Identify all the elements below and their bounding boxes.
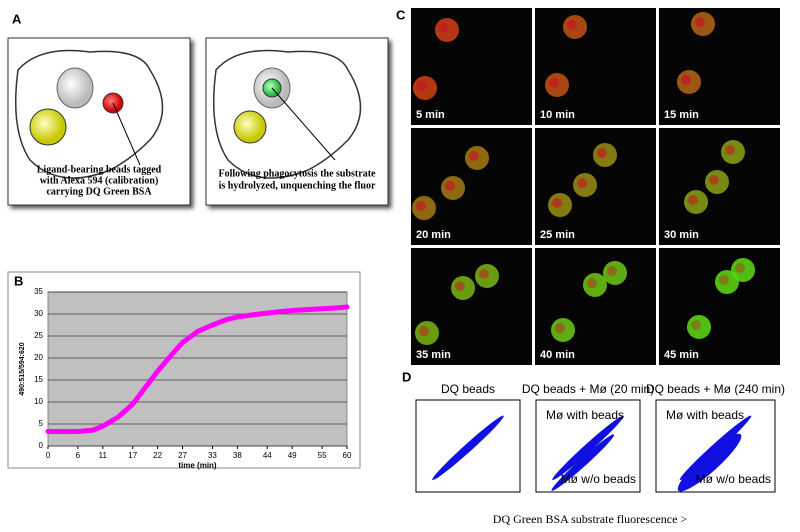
bead — [715, 270, 739, 294]
y-tick-label: 0 — [39, 441, 44, 450]
panel-label: D — [402, 369, 411, 384]
bead-spot — [549, 78, 559, 88]
scatter-title: DQ beads — [441, 382, 495, 396]
caption-line: is hydrolyzed, unquenching the fluor — [219, 180, 376, 191]
scatter-box — [415, 399, 521, 493]
bead-spot — [725, 145, 735, 155]
scatter-cloud — [677, 433, 742, 492]
bead-spot — [567, 20, 577, 30]
scatter-title: DQ beads + Mø (20 min) — [522, 382, 654, 396]
bead-spot — [695, 17, 705, 27]
x-tick-label: 49 — [288, 451, 297, 460]
bead-spot — [469, 151, 479, 161]
x-tick-label: 0 — [46, 451, 51, 460]
x-tick-label: 60 — [343, 451, 352, 460]
caption-line: Ligand-bearing beads tagged — [37, 164, 162, 175]
x-tick-label: 22 — [153, 451, 162, 460]
bead-spot — [552, 198, 562, 208]
bead-spot — [416, 201, 426, 211]
population-label: Mø with beads — [546, 408, 624, 422]
bead-spot — [607, 266, 617, 276]
bead-spot — [597, 148, 607, 158]
micrograph — [659, 248, 780, 365]
y-tick-label: 10 — [34, 397, 43, 406]
time-label: 10 min — [540, 109, 575, 121]
population-label: Mø w/o beads — [696, 472, 771, 486]
panel-label: B — [14, 273, 23, 288]
bead-spot — [555, 323, 565, 333]
x-tick-label: 38 — [233, 451, 242, 460]
y-tick-label: 30 — [34, 309, 43, 318]
bead-spot — [445, 181, 455, 191]
caption-line: with Alexa 594 (calibration) — [40, 175, 159, 186]
y-tick-label: 15 — [34, 375, 43, 384]
x-tick-label: 33 — [208, 451, 217, 460]
x-tick-label: 44 — [263, 451, 272, 460]
scatter-panels: DQ beads DQ beads + Mø (20 min) Mø with be… — [415, 382, 785, 493]
bead-spot — [479, 269, 489, 279]
bead-spot — [735, 263, 745, 273]
bead-spot — [681, 75, 691, 85]
bead-spot — [577, 178, 587, 188]
caption-line: Following phagocytosis the substrate — [219, 168, 377, 179]
x-tick-label: 11 — [99, 451, 108, 460]
scatter-cloud — [552, 415, 624, 481]
time-label: 40 min — [540, 349, 575, 361]
bead-spot — [417, 81, 427, 91]
time-label: 45 min — [664, 349, 699, 361]
x-tick-label: 6 — [76, 451, 81, 460]
caption-line: carrying DQ Green BSA — [46, 186, 152, 197]
time-label: 35 min — [416, 349, 451, 361]
time-label: 5 min — [416, 109, 445, 121]
x-tick-label: 27 — [178, 451, 187, 460]
axis-caption: DQ Green BSA substrate fluorescence > — [493, 512, 688, 526]
time-label: 15 min — [664, 109, 699, 121]
time-label: 20 min — [416, 229, 451, 241]
y-tick-label: 25 — [34, 331, 43, 340]
micrograph — [411, 248, 532, 365]
line-chart: 0 5 10 15 20 25 30 35 0 6 11 17 22 27 33 38 44 49 55 60 time… — [19, 287, 352, 470]
x-axis-label: time (min) — [178, 461, 217, 470]
micrograph — [659, 8, 780, 125]
bead — [583, 273, 607, 297]
bead — [687, 315, 711, 339]
data-line — [45, 304, 350, 434]
time-label: 30 min — [664, 229, 699, 241]
bead-spot — [587, 278, 597, 288]
bead-spot — [691, 320, 701, 330]
bead-spot — [709, 175, 719, 185]
population-label: Mø w/o beads — [561, 472, 636, 486]
micrograph — [411, 8, 532, 125]
micrograph — [411, 128, 532, 245]
diagram-box: Following phagocytosis the substrate is … — [205, 37, 389, 206]
time-label: 25 min — [540, 229, 575, 241]
bead-spot — [455, 281, 465, 291]
y-tick-label: 20 — [34, 353, 43, 362]
y-axis-label: 490:515/594:620 — [19, 342, 26, 395]
x-tick-label: 17 — [128, 451, 137, 460]
bead — [603, 261, 627, 285]
panel-label: A — [12, 11, 22, 26]
panel-label: C — [396, 7, 406, 22]
scatter-title: DQ beads + Mø (240 min) — [646, 382, 785, 396]
x-tick-label: 55 — [318, 451, 327, 460]
diagram-box: Ligand-bearing beads tagged with Alexa 5… — [7, 37, 191, 206]
y-tick-label: 5 — [39, 419, 44, 428]
bead-spot — [439, 23, 449, 33]
bead — [551, 318, 575, 342]
population-label: Mø with beads — [666, 408, 744, 422]
image-grid: 5 min 10 min 15 min 20 min 25 min 30 min 35 mi… — [411, 8, 780, 365]
bead-spot — [719, 275, 729, 285]
scatter-cloud — [432, 415, 504, 481]
bead-spot — [688, 195, 698, 205]
plot-area — [47, 291, 348, 447]
bead-spot — [419, 326, 429, 336]
scatter-cloud — [551, 434, 615, 491]
y-tick-label: 35 — [34, 287, 43, 296]
micrograph — [535, 8, 656, 125]
micrograph — [535, 248, 656, 365]
